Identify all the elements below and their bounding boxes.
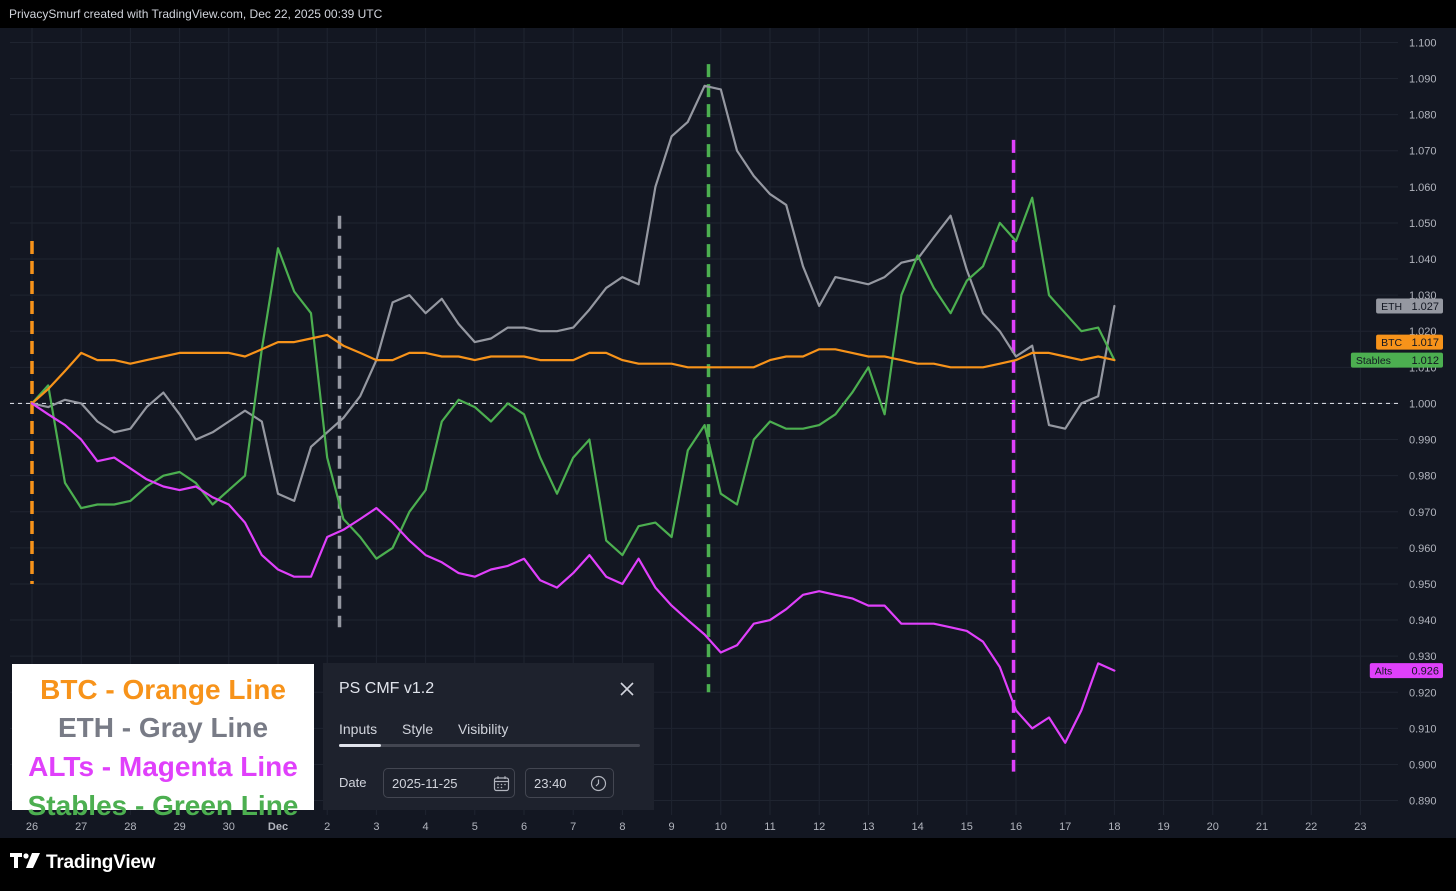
- x-tick-label: 29: [173, 821, 185, 833]
- y-tick-label: 0.970: [1409, 507, 1437, 519]
- x-tick-label: 4: [423, 821, 429, 833]
- panel-title: PS CMF v1.2: [339, 680, 435, 697]
- y-tick-label: 0.920: [1409, 687, 1437, 699]
- y-tick-label: 0.900: [1409, 759, 1437, 771]
- y-tick-label: 0.980: [1409, 471, 1437, 483]
- y-tick-label: 1.060: [1409, 182, 1437, 194]
- date-label: Date: [339, 775, 367, 790]
- series-line-eth: [30, 84, 1116, 502]
- x-tick-label: 15: [961, 821, 973, 833]
- tab-visibility[interactable]: Visibility: [458, 721, 509, 737]
- x-tick-label: 11: [764, 821, 775, 833]
- legend-alts: ALTs - Magenta Line: [28, 751, 298, 782]
- price-tag-bg: [1369, 663, 1443, 679]
- legend-stables: Stables - Green Line: [27, 790, 299, 821]
- active-tab-indicator: [339, 744, 381, 747]
- price-tag-value: 1.012: [1411, 355, 1439, 367]
- price-tag-bg: [1376, 298, 1443, 314]
- x-tick-label: 13: [862, 821, 874, 833]
- x-tick-label: 23: [1354, 821, 1366, 833]
- color-legend: BTC - Orange Line ETH - Gray Line ALTs -…: [12, 664, 314, 821]
- x-tick-label: 2: [324, 821, 330, 833]
- y-tick-label: 0.960: [1409, 543, 1437, 555]
- date-field[interactable]: 2025-11-25: [383, 768, 515, 798]
- x-tick-label: 9: [669, 821, 675, 833]
- price-tag-eth: ETH 1.027: [1376, 298, 1443, 314]
- price-tag-value: 1.017: [1411, 337, 1439, 349]
- price-tag-name: ETH: [1381, 301, 1402, 313]
- price-tag-name: BTC: [1381, 337, 1402, 349]
- price-tag-value: 1.027: [1411, 301, 1439, 313]
- y-tick-label: 1.080: [1409, 110, 1437, 122]
- x-tick-label: 30: [223, 821, 235, 833]
- x-tick-label: 17: [1059, 821, 1071, 833]
- legend-btc: BTC - Orange Line: [40, 674, 286, 705]
- tab-inputs[interactable]: Inputs: [339, 721, 378, 737]
- x-tick-label: 14: [911, 821, 923, 833]
- x-tick-label: 20: [1207, 821, 1219, 833]
- y-tick-label: 1.040: [1409, 254, 1437, 266]
- date-value: 2025-11-25: [392, 776, 458, 791]
- x-tick-label: 16: [1010, 821, 1022, 833]
- brand-name: TradingView: [46, 852, 156, 873]
- x-tick-label: 5: [472, 821, 478, 833]
- y-tick-label: 0.910: [1409, 723, 1437, 735]
- price-tags: BTC 1.017 ETH 1.027 Alts 0.926 Stables 1.012: [1350, 298, 1443, 679]
- series-line-alts: [30, 402, 1116, 744]
- tab-track: [339, 744, 640, 747]
- x-tick-label: 22: [1305, 821, 1317, 833]
- x-tick-label: 21: [1256, 821, 1268, 833]
- price-tag-bg: [1350, 352, 1443, 368]
- price-tag-bg: [1376, 334, 1443, 350]
- y-tick-label: 0.990: [1409, 435, 1437, 447]
- price-tag-alts: Alts 0.926: [1369, 663, 1443, 679]
- price-tag-value: 0.926: [1411, 666, 1439, 678]
- y-tick-label: 0.940: [1409, 615, 1437, 627]
- series-group: [30, 84, 1116, 744]
- x-tick-label: 6: [521, 821, 527, 833]
- x-tick-label: 12: [813, 821, 825, 833]
- time-field[interactable]: 23:40: [525, 768, 614, 798]
- time-value: 23:40: [534, 776, 567, 791]
- price-tag-name: Stables: [1356, 355, 1391, 367]
- series-line-stables: [30, 196, 1116, 560]
- indicator-settings-panel: PS CMF v1.2 Inputs Style Visibility Date…: [323, 663, 654, 810]
- y-tick-label: 1.100: [1409, 37, 1437, 49]
- footer-strip: [0, 838, 1456, 891]
- close-icon[interactable]: [618, 680, 636, 698]
- x-tick-label: 27: [75, 821, 87, 833]
- x-tick-label: Dec: [268, 821, 288, 833]
- tradingview-brand[interactable]: TradingView: [10, 852, 156, 874]
- chart-header-strip: [0, 0, 1456, 28]
- x-tick-label: 26: [26, 821, 38, 833]
- x-tick-label: 10: [715, 821, 727, 833]
- series-line-btc: [30, 333, 1116, 405]
- calendar-icon[interactable]: [493, 775, 510, 792]
- x-tick-label: 28: [124, 821, 136, 833]
- tradingview-logo-icon: [10, 852, 40, 874]
- price-tag-stables: Stables 1.012: [1350, 352, 1443, 368]
- y-tick-label: 0.930: [1409, 651, 1437, 663]
- clock-icon[interactable]: [590, 775, 607, 792]
- x-axis: 26 27 28 29 30 Dec 2 3 4 5 6 7 8 9 10 11 12 13 14 15 16 17 18 1…: [26, 821, 1367, 833]
- x-tick-label: 19: [1157, 821, 1169, 833]
- x-tick-label: 7: [570, 821, 576, 833]
- y-tick-label: 1.070: [1409, 146, 1437, 158]
- price-tag-name: Alts: [1375, 666, 1393, 678]
- y-tick-label: 1.050: [1409, 218, 1437, 230]
- y-tick-label: 0.890: [1409, 796, 1437, 808]
- y-tick-label: 0.950: [1409, 579, 1437, 591]
- y-axis: 1.1001.0901.0801.0701.0601.0501.0401.030…: [1409, 37, 1437, 807]
- y-tick-label: 1.090: [1409, 74, 1437, 86]
- legend-eth: ETH - Gray Line: [57, 712, 269, 743]
- price-tag-btc: BTC 1.017: [1376, 334, 1443, 350]
- x-tick-label: 3: [373, 821, 379, 833]
- y-tick-label: 1.000: [1409, 398, 1437, 410]
- tab-style[interactable]: Style: [402, 721, 434, 737]
- chart-caption: PrivacySmurf created with TradingView.co…: [9, 7, 383, 21]
- x-tick-label: 18: [1108, 821, 1120, 833]
- x-tick-label: 8: [619, 821, 625, 833]
